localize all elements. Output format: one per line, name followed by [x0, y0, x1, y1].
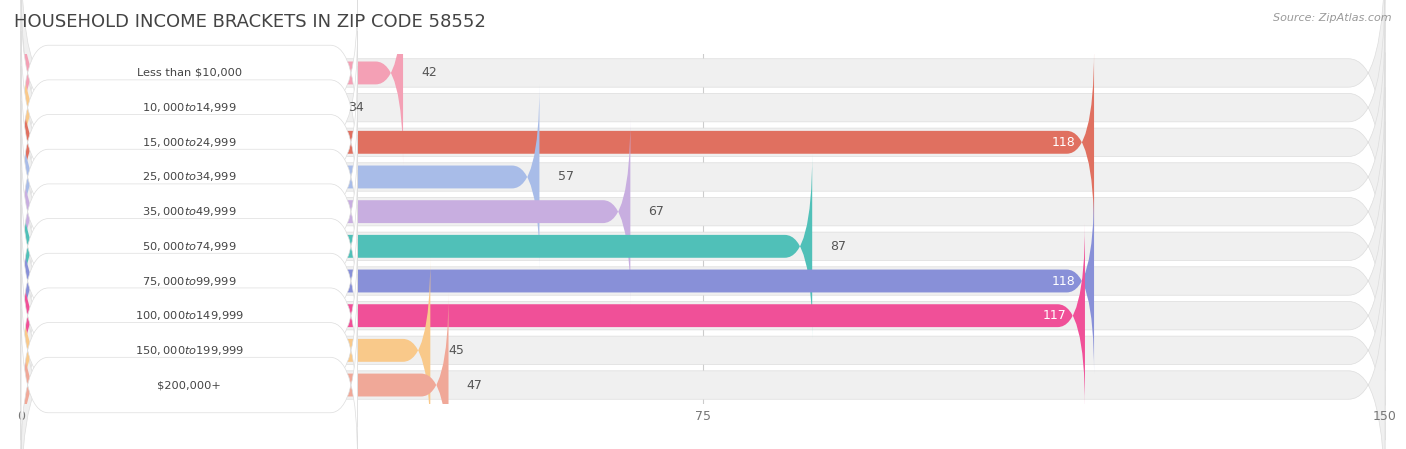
FancyBboxPatch shape — [21, 84, 540, 269]
Text: 67: 67 — [648, 205, 664, 218]
Text: 45: 45 — [449, 344, 464, 357]
FancyBboxPatch shape — [21, 15, 330, 200]
FancyBboxPatch shape — [21, 292, 449, 449]
Text: $100,000 to $149,999: $100,000 to $149,999 — [135, 309, 243, 322]
FancyBboxPatch shape — [21, 66, 357, 219]
Text: 42: 42 — [422, 66, 437, 79]
FancyBboxPatch shape — [21, 170, 357, 323]
FancyBboxPatch shape — [21, 191, 1385, 440]
FancyBboxPatch shape — [21, 223, 1085, 408]
Text: 118: 118 — [1052, 136, 1076, 149]
FancyBboxPatch shape — [21, 0, 1385, 232]
FancyBboxPatch shape — [21, 53, 1385, 301]
FancyBboxPatch shape — [21, 135, 357, 288]
FancyBboxPatch shape — [21, 0, 404, 166]
FancyBboxPatch shape — [21, 239, 357, 392]
FancyBboxPatch shape — [21, 0, 1385, 198]
Text: 34: 34 — [349, 101, 364, 114]
Text: $50,000 to $74,999: $50,000 to $74,999 — [142, 240, 236, 253]
Text: 57: 57 — [558, 171, 574, 184]
FancyBboxPatch shape — [21, 0, 357, 149]
FancyBboxPatch shape — [21, 157, 1385, 405]
Text: 47: 47 — [467, 379, 482, 392]
Text: 117: 117 — [1043, 309, 1067, 322]
Text: $35,000 to $49,999: $35,000 to $49,999 — [142, 205, 236, 218]
Text: $150,000 to $199,999: $150,000 to $199,999 — [135, 344, 243, 357]
Text: $25,000 to $34,999: $25,000 to $34,999 — [142, 171, 236, 184]
Text: Source: ZipAtlas.com: Source: ZipAtlas.com — [1274, 13, 1392, 23]
FancyBboxPatch shape — [21, 101, 357, 253]
FancyBboxPatch shape — [21, 122, 1385, 371]
FancyBboxPatch shape — [21, 50, 1094, 235]
FancyBboxPatch shape — [21, 87, 1385, 336]
Text: 87: 87 — [831, 240, 846, 253]
FancyBboxPatch shape — [21, 119, 630, 304]
Text: 118: 118 — [1052, 274, 1076, 287]
FancyBboxPatch shape — [21, 205, 357, 357]
FancyBboxPatch shape — [21, 274, 357, 427]
Text: HOUSEHOLD INCOME BRACKETS IN ZIP CODE 58552: HOUSEHOLD INCOME BRACKETS IN ZIP CODE 58… — [14, 13, 486, 31]
Text: $200,000+: $200,000+ — [157, 380, 221, 390]
FancyBboxPatch shape — [21, 154, 813, 339]
FancyBboxPatch shape — [21, 309, 357, 449]
Text: $15,000 to $24,999: $15,000 to $24,999 — [142, 136, 236, 149]
FancyBboxPatch shape — [21, 18, 1385, 267]
FancyBboxPatch shape — [21, 260, 1385, 449]
Text: $75,000 to $99,999: $75,000 to $99,999 — [142, 274, 236, 287]
FancyBboxPatch shape — [21, 189, 1094, 374]
Text: Less than $10,000: Less than $10,000 — [136, 68, 242, 78]
FancyBboxPatch shape — [21, 258, 430, 443]
FancyBboxPatch shape — [21, 31, 357, 184]
FancyBboxPatch shape — [21, 226, 1385, 449]
Text: $10,000 to $14,999: $10,000 to $14,999 — [142, 101, 236, 114]
